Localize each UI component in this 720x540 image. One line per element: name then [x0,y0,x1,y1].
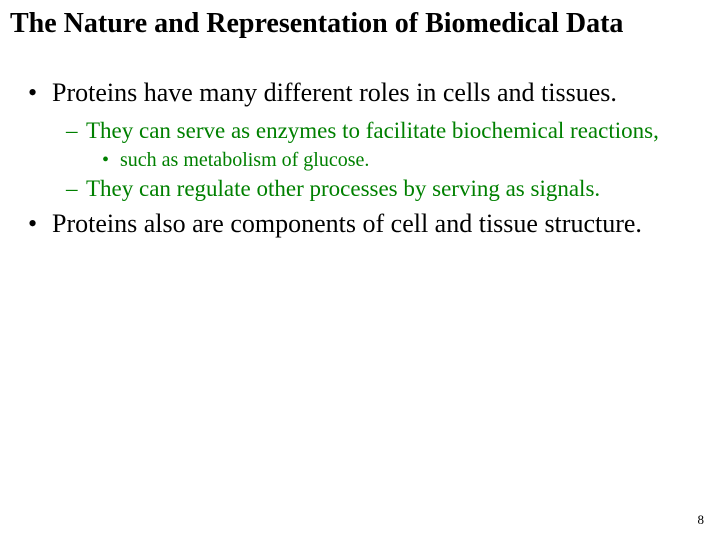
bullet-marker: • [24,209,52,240]
sub-sub-list: • such as metabolism of glucose. [66,148,710,173]
bullet-marker: – [66,117,86,145]
sub-list: – They can serve as enzymes to facilitat… [24,117,710,203]
bullet-l1: • Proteins also are components of cell a… [24,209,710,240]
slide: The Nature and Representation of Biomedi… [0,0,720,540]
slide-title: The Nature and Representation of Biomedi… [10,8,710,40]
page-number: 8 [698,512,705,528]
slide-body: • Proteins have many different roles in … [10,78,710,240]
bullet-marker: • [98,148,120,173]
bullet-l2: – They can serve as enzymes to facilitat… [66,117,710,145]
bullet-marker: • [24,78,52,109]
bullet-l2: – They can regulate other processes by s… [66,175,710,203]
bullet-text: They can serve as enzymes to facilitate … [86,117,710,145]
bullet-text: such as metabolism of glucose. [120,148,710,173]
bullet-text: Proteins also are components of cell and… [52,209,710,240]
bullet-marker: – [66,175,86,203]
bullet-text: They can regulate other processes by ser… [86,175,710,203]
bullet-l1: • Proteins have many different roles in … [24,78,710,109]
bullet-text: Proteins have many different roles in ce… [52,78,710,109]
bullet-l3: • such as metabolism of glucose. [98,148,710,173]
